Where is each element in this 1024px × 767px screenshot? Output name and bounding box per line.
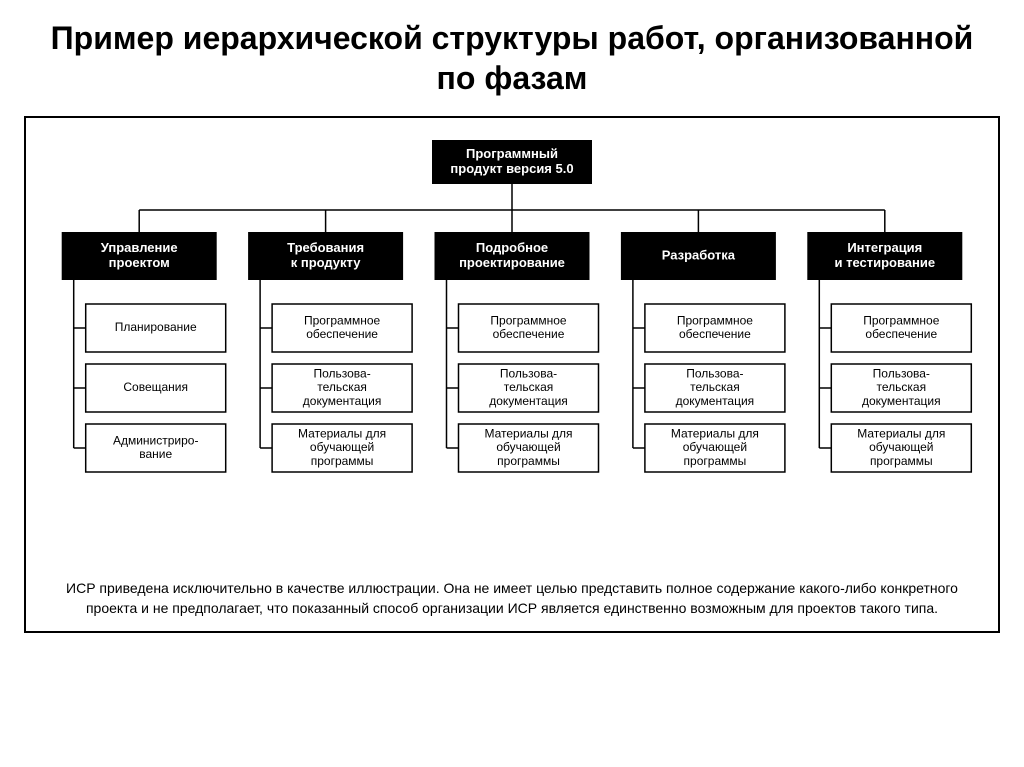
- svg-text:обучающей: обучающей: [310, 440, 374, 454]
- svg-text:Материалы для: Материалы для: [484, 426, 572, 440]
- svg-text:документация: документация: [303, 394, 382, 408]
- svg-text:Программное: Программное: [677, 313, 753, 327]
- svg-text:и тестирование: и тестирование: [834, 255, 935, 270]
- svg-text:Совещания: Совещания: [123, 380, 188, 394]
- svg-text:тельская: тельская: [690, 380, 740, 394]
- svg-text:Пользова-: Пользова-: [873, 366, 930, 380]
- svg-text:проектирование: проектирование: [459, 255, 565, 270]
- svg-text:документация: документация: [489, 394, 568, 408]
- svg-text:документация: документация: [862, 394, 941, 408]
- svg-text:программы: программы: [311, 454, 374, 468]
- svg-text:обеспечение: обеспечение: [493, 327, 565, 341]
- wbs-tree-diagram: Программныйпродукт версия 5.0Управлениеп…: [36, 132, 988, 562]
- svg-text:Интеграция: Интеграция: [847, 240, 922, 255]
- svg-text:обучающей: обучающей: [683, 440, 747, 454]
- svg-text:проектом: проектом: [109, 255, 170, 270]
- svg-text:Программное: Программное: [304, 313, 380, 327]
- svg-text:продукт версия 5.0: продукт версия 5.0: [450, 161, 573, 176]
- diagram-caption: ИСР приведена исключительно в качестве и…: [36, 562, 988, 619]
- svg-text:документация: документация: [676, 394, 755, 408]
- svg-text:Пользова-: Пользова-: [686, 366, 743, 380]
- svg-text:Пользова-: Пользова-: [313, 366, 370, 380]
- svg-text:тельская: тельская: [317, 380, 367, 394]
- svg-text:обучающей: обучающей: [869, 440, 933, 454]
- diagram-frame: Программныйпродукт версия 5.0Управлениеп…: [24, 116, 1000, 633]
- svg-text:тельская: тельская: [877, 380, 927, 394]
- svg-text:Программный: Программный: [466, 146, 558, 161]
- svg-text:к продукту: к продукту: [291, 255, 362, 270]
- svg-text:Пользова-: Пользова-: [500, 366, 557, 380]
- svg-text:программы: программы: [684, 454, 747, 468]
- svg-text:обеспечение: обеспечение: [865, 327, 937, 341]
- svg-text:Материалы для: Материалы для: [298, 426, 386, 440]
- svg-text:Программное: Программное: [490, 313, 566, 327]
- svg-text:обучающей: обучающей: [496, 440, 560, 454]
- svg-text:программы: программы: [497, 454, 560, 468]
- svg-text:Администриро-: Администриро-: [113, 433, 199, 447]
- svg-text:обеспечение: обеспечение: [679, 327, 751, 341]
- svg-text:вание: вание: [139, 447, 172, 461]
- page-title: Пример иерархической структуры работ, ор…: [0, 0, 1024, 108]
- svg-text:Материалы для: Материалы для: [857, 426, 945, 440]
- svg-text:Требования: Требования: [287, 240, 364, 255]
- svg-text:Управление: Управление: [101, 240, 178, 255]
- svg-text:программы: программы: [870, 454, 933, 468]
- svg-text:Программное: Программное: [863, 313, 939, 327]
- svg-text:Материалы для: Материалы для: [671, 426, 759, 440]
- svg-text:Разработка: Разработка: [662, 247, 736, 262]
- svg-text:тельская: тельская: [504, 380, 554, 394]
- svg-text:Планирование: Планирование: [115, 320, 197, 334]
- svg-text:обеспечение: обеспечение: [306, 327, 378, 341]
- svg-text:Подробное: Подробное: [476, 240, 548, 255]
